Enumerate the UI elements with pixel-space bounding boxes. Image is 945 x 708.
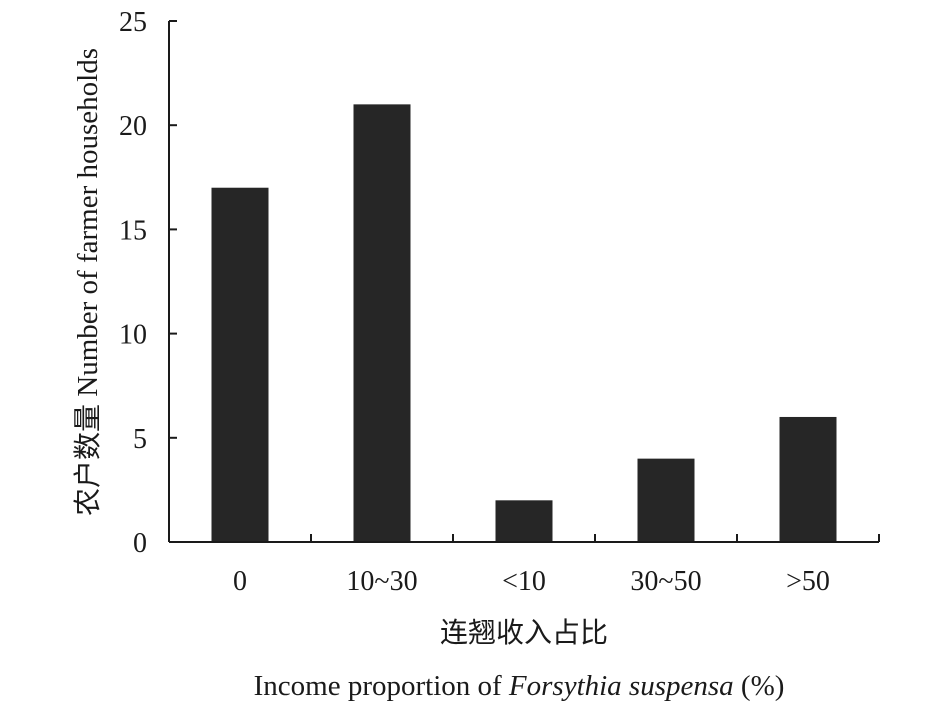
x-tick-label: >50 bbox=[786, 566, 830, 597]
y-tick-label: 5 bbox=[133, 424, 147, 455]
x-axis-title-en-suffix: (%) bbox=[734, 670, 785, 702]
y-axis-title-en: Number of farmer households bbox=[72, 48, 104, 397]
y-tick-label: 20 bbox=[119, 111, 147, 142]
bar bbox=[779, 416, 837, 542]
y-axis-title-cn: 农户数量 bbox=[71, 404, 104, 516]
x-axis-title-en-prefix: Income proportion of bbox=[254, 670, 509, 702]
y-tick-label: 25 bbox=[119, 7, 147, 38]
y-ticks-group: 0 5 10 15 20 25 bbox=[119, 7, 177, 559]
y-tick-label: 10 bbox=[119, 320, 147, 351]
y-tick-label: 0 bbox=[133, 528, 147, 559]
axes-group bbox=[168, 21, 879, 543]
bar bbox=[211, 187, 269, 542]
bar bbox=[637, 458, 695, 542]
x-tick-label: 0 bbox=[233, 566, 247, 597]
bar bbox=[495, 500, 553, 542]
x-tick-label: <10 bbox=[502, 566, 546, 597]
x-tick-label: 30~50 bbox=[630, 566, 701, 597]
bar bbox=[353, 104, 411, 543]
x-axis-title-en: Income proportion of Forsythia suspensa … bbox=[254, 670, 785, 702]
y-tick-label: 15 bbox=[119, 215, 147, 246]
x-axis-title-cn: 连翘收入占比 bbox=[440, 616, 608, 649]
x-axis-title-en-italic: Forsythia suspensa bbox=[508, 670, 734, 702]
x-tick-label: 10~30 bbox=[346, 566, 417, 597]
y-axis-title: 农户数量 Number of farmer households bbox=[71, 48, 104, 516]
x-ticks-group: 0 10~30 <10 30~50 >50 bbox=[233, 534, 880, 597]
bars-group bbox=[211, 104, 837, 543]
